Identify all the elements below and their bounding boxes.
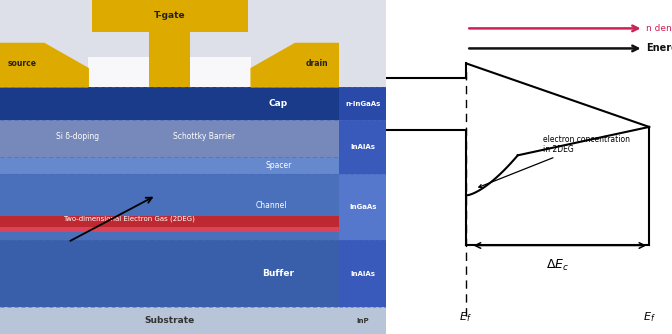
Bar	[0, 87, 339, 120]
Text: InAlAs: InAlAs	[350, 144, 376, 150]
Text: $E_f$: $E_f$	[458, 311, 471, 324]
Bar	[149, 18, 190, 87]
Bar	[0, 240, 339, 307]
Bar	[0, 216, 339, 232]
Bar	[0, 174, 339, 240]
Text: $\Delta E_c$: $\Delta E_c$	[546, 258, 569, 273]
Text: InP: InP	[357, 318, 369, 324]
Polygon shape	[0, 43, 88, 87]
Text: Energy: Energy	[646, 43, 672, 53]
Text: T-gate: T-gate	[154, 11, 185, 20]
Text: drain: drain	[306, 59, 329, 68]
Text: InAlAs: InAlAs	[350, 271, 376, 277]
Bar	[339, 87, 386, 120]
Bar	[0, 227, 339, 232]
Bar	[339, 307, 386, 334]
Text: Cap: Cap	[269, 99, 288, 108]
Text: Si δ-doping: Si δ-doping	[56, 133, 99, 141]
Text: Buffer: Buffer	[262, 270, 294, 278]
Text: n-InGaAs: n-InGaAs	[345, 101, 380, 107]
Bar	[339, 174, 386, 240]
Bar	[0, 157, 339, 174]
Bar	[0, 120, 339, 157]
Bar	[0, 307, 339, 334]
Polygon shape	[251, 43, 339, 87]
Bar	[91, 0, 248, 32]
Bar	[339, 120, 386, 174]
Text: InGaAs: InGaAs	[349, 204, 376, 210]
Bar	[339, 240, 386, 307]
Bar	[88, 57, 251, 87]
Text: Spacer: Spacer	[265, 161, 292, 170]
Text: Two-dimensional Electron Gas (2DEG): Two-dimensional Electron Gas (2DEG)	[63, 215, 195, 222]
Text: Schottky Barrier: Schottky Barrier	[173, 133, 235, 141]
Text: n density: n density	[646, 24, 672, 33]
Text: source: source	[7, 59, 36, 68]
Text: Channel: Channel	[256, 201, 287, 210]
Text: $E_f$: $E_f$	[643, 311, 655, 324]
Text: Substrate: Substrate	[144, 316, 195, 325]
Text: electron concentration
in 2DEG: electron concentration in 2DEG	[479, 135, 630, 187]
